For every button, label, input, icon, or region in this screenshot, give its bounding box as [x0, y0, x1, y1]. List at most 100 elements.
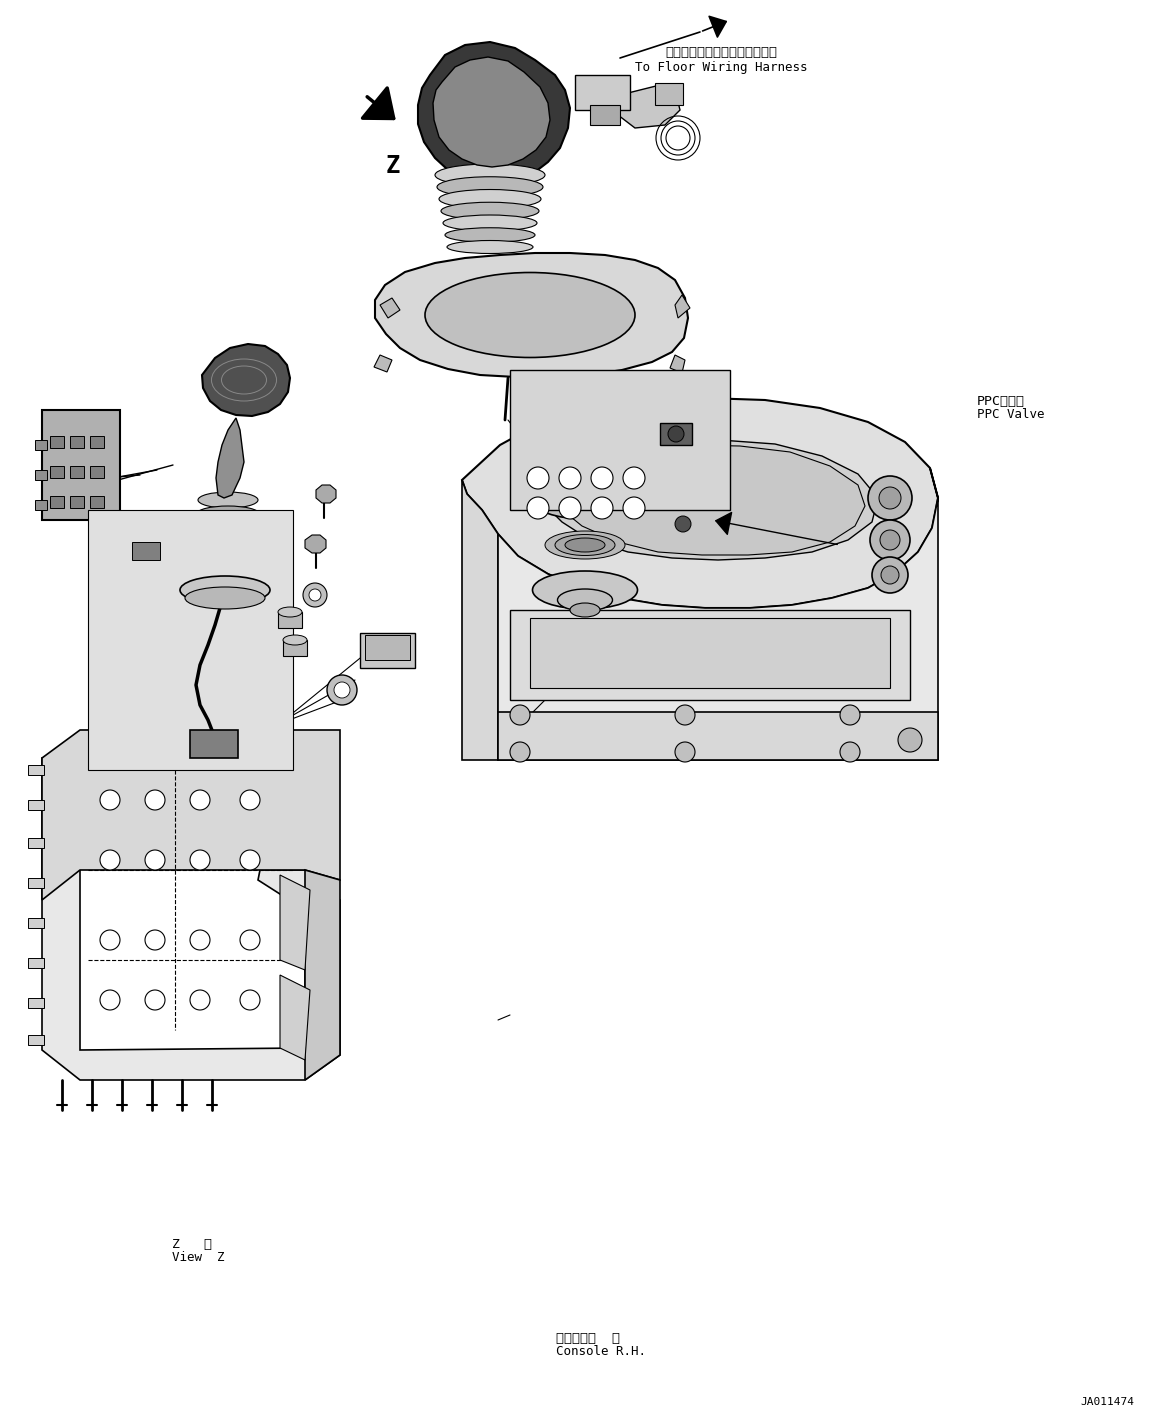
- Text: Console R.H.: Console R.H.: [556, 1345, 645, 1358]
- Bar: [50, 436, 64, 448]
- Bar: [530, 618, 890, 688]
- Circle shape: [591, 497, 613, 518]
- Text: View  Z: View Z: [172, 1251, 224, 1264]
- Polygon shape: [498, 468, 939, 760]
- Circle shape: [511, 743, 530, 763]
- Polygon shape: [42, 758, 340, 1080]
- Ellipse shape: [533, 571, 637, 608]
- Bar: [35, 470, 47, 480]
- Ellipse shape: [435, 164, 545, 186]
- Bar: [90, 436, 104, 448]
- Circle shape: [240, 850, 261, 870]
- Bar: [50, 496, 64, 508]
- Bar: [50, 466, 64, 478]
- Circle shape: [840, 743, 859, 763]
- Polygon shape: [305, 536, 326, 553]
- Bar: [190, 730, 238, 758]
- Circle shape: [675, 743, 695, 763]
- Circle shape: [527, 467, 549, 488]
- Ellipse shape: [283, 635, 307, 645]
- Bar: [90, 466, 104, 478]
- Circle shape: [145, 790, 165, 810]
- Polygon shape: [433, 57, 550, 167]
- Ellipse shape: [545, 531, 625, 558]
- Circle shape: [880, 530, 900, 550]
- Bar: [28, 800, 44, 810]
- Polygon shape: [380, 298, 400, 318]
- Circle shape: [668, 426, 684, 443]
- Text: Z: Z: [386, 154, 400, 178]
- Ellipse shape: [570, 603, 600, 617]
- Ellipse shape: [443, 216, 537, 231]
- Polygon shape: [374, 253, 688, 377]
- Ellipse shape: [198, 493, 258, 508]
- Bar: [28, 1035, 44, 1045]
- Bar: [365, 635, 411, 660]
- Circle shape: [100, 990, 120, 1010]
- Circle shape: [675, 516, 691, 533]
- Circle shape: [309, 588, 321, 601]
- Polygon shape: [305, 870, 340, 1080]
- Polygon shape: [316, 486, 336, 503]
- Bar: [124, 516, 167, 545]
- Bar: [70, 496, 84, 508]
- Circle shape: [145, 930, 165, 950]
- Text: Z   視: Z 視: [172, 1238, 212, 1251]
- Ellipse shape: [278, 607, 302, 617]
- Circle shape: [240, 790, 261, 810]
- Bar: [28, 765, 44, 775]
- Polygon shape: [280, 875, 311, 970]
- Polygon shape: [618, 86, 680, 129]
- Bar: [28, 878, 44, 888]
- Bar: [659, 423, 692, 446]
- Polygon shape: [675, 296, 690, 318]
- Circle shape: [190, 790, 211, 810]
- Polygon shape: [216, 418, 244, 498]
- Polygon shape: [462, 398, 939, 608]
- Bar: [498, 713, 939, 760]
- Ellipse shape: [197, 506, 259, 523]
- Circle shape: [511, 705, 530, 725]
- Bar: [42, 410, 120, 520]
- Bar: [278, 613, 302, 628]
- Bar: [90, 496, 104, 508]
- Bar: [70, 466, 84, 478]
- Polygon shape: [42, 730, 340, 900]
- Bar: [575, 76, 630, 110]
- Circle shape: [327, 675, 357, 705]
- Polygon shape: [280, 975, 311, 1060]
- Circle shape: [868, 476, 912, 520]
- Circle shape: [623, 467, 645, 488]
- Bar: [131, 543, 160, 560]
- Circle shape: [872, 557, 908, 593]
- Circle shape: [190, 930, 211, 950]
- Bar: [590, 106, 620, 126]
- Bar: [511, 370, 730, 510]
- Bar: [70, 436, 84, 448]
- Text: JA011474: JA011474: [1080, 1397, 1134, 1407]
- Bar: [35, 500, 47, 510]
- Ellipse shape: [557, 588, 613, 611]
- Ellipse shape: [192, 548, 264, 564]
- Polygon shape: [520, 440, 878, 560]
- Ellipse shape: [437, 177, 543, 197]
- Circle shape: [240, 930, 261, 950]
- Ellipse shape: [180, 575, 270, 604]
- Bar: [28, 998, 44, 1008]
- Ellipse shape: [445, 227, 535, 243]
- Circle shape: [100, 850, 120, 870]
- Polygon shape: [552, 446, 865, 555]
- Text: PPC Valve: PPC Valve: [977, 408, 1044, 421]
- Bar: [511, 610, 909, 700]
- Ellipse shape: [533, 481, 637, 518]
- Bar: [655, 83, 683, 106]
- Circle shape: [591, 467, 613, 488]
- Circle shape: [145, 990, 165, 1010]
- Text: フロアワイヤリングハーネスへ: フロアワイヤリングハーネスへ: [665, 46, 777, 59]
- Circle shape: [240, 990, 261, 1010]
- Circle shape: [882, 565, 899, 584]
- Bar: [668, 513, 698, 536]
- Ellipse shape: [195, 520, 261, 536]
- Ellipse shape: [185, 587, 265, 608]
- Circle shape: [898, 728, 922, 753]
